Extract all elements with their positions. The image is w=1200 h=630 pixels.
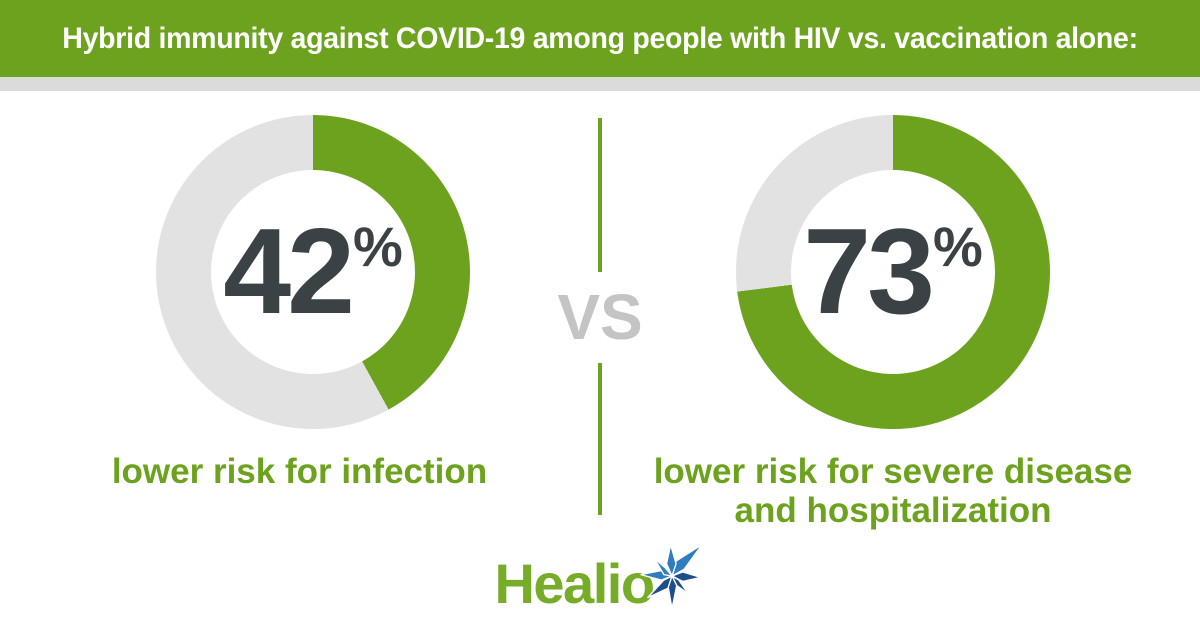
donut-center-value: 73 % (803, 203, 983, 340)
caption-severe-disease: lower risk for severe disease and hospit… (601, 452, 1185, 530)
healio-logo-text: Healio (494, 552, 655, 615)
donut-chart-severe-disease: 73 % (736, 115, 1050, 429)
donut-value-number: 42 (223, 203, 355, 340)
percent-sign: % (352, 215, 403, 279)
vs-label: VS (557, 281, 643, 353)
header-title: Hybrid immunity against COVID-19 among p… (62, 21, 1138, 55)
header-bar: Hybrid immunity against COVID-19 among p… (0, 0, 1200, 77)
caption-severe-line1: lower risk for severe disease (653, 452, 1133, 491)
donut-chart-infection: 42 % (156, 115, 470, 429)
header-divider-strip (0, 77, 1200, 91)
divider-line-bottom (598, 363, 602, 515)
caption-severe-line2: and hospitalization (734, 491, 1052, 530)
donut-hole: 73 % (791, 170, 995, 374)
donut-hole: 42 % (211, 170, 415, 374)
donut-center-value: 42 % (223, 203, 403, 340)
donut-value-number: 73 (803, 203, 935, 340)
healio-logo: Healio (0, 542, 1200, 612)
divider-line-top (598, 118, 602, 272)
caption-infection: lower risk for infection (0, 452, 599, 491)
caption-infection-text: lower risk for infection (111, 452, 488, 491)
starburst-icon (640, 544, 703, 609)
percent-sign: % (932, 215, 983, 279)
